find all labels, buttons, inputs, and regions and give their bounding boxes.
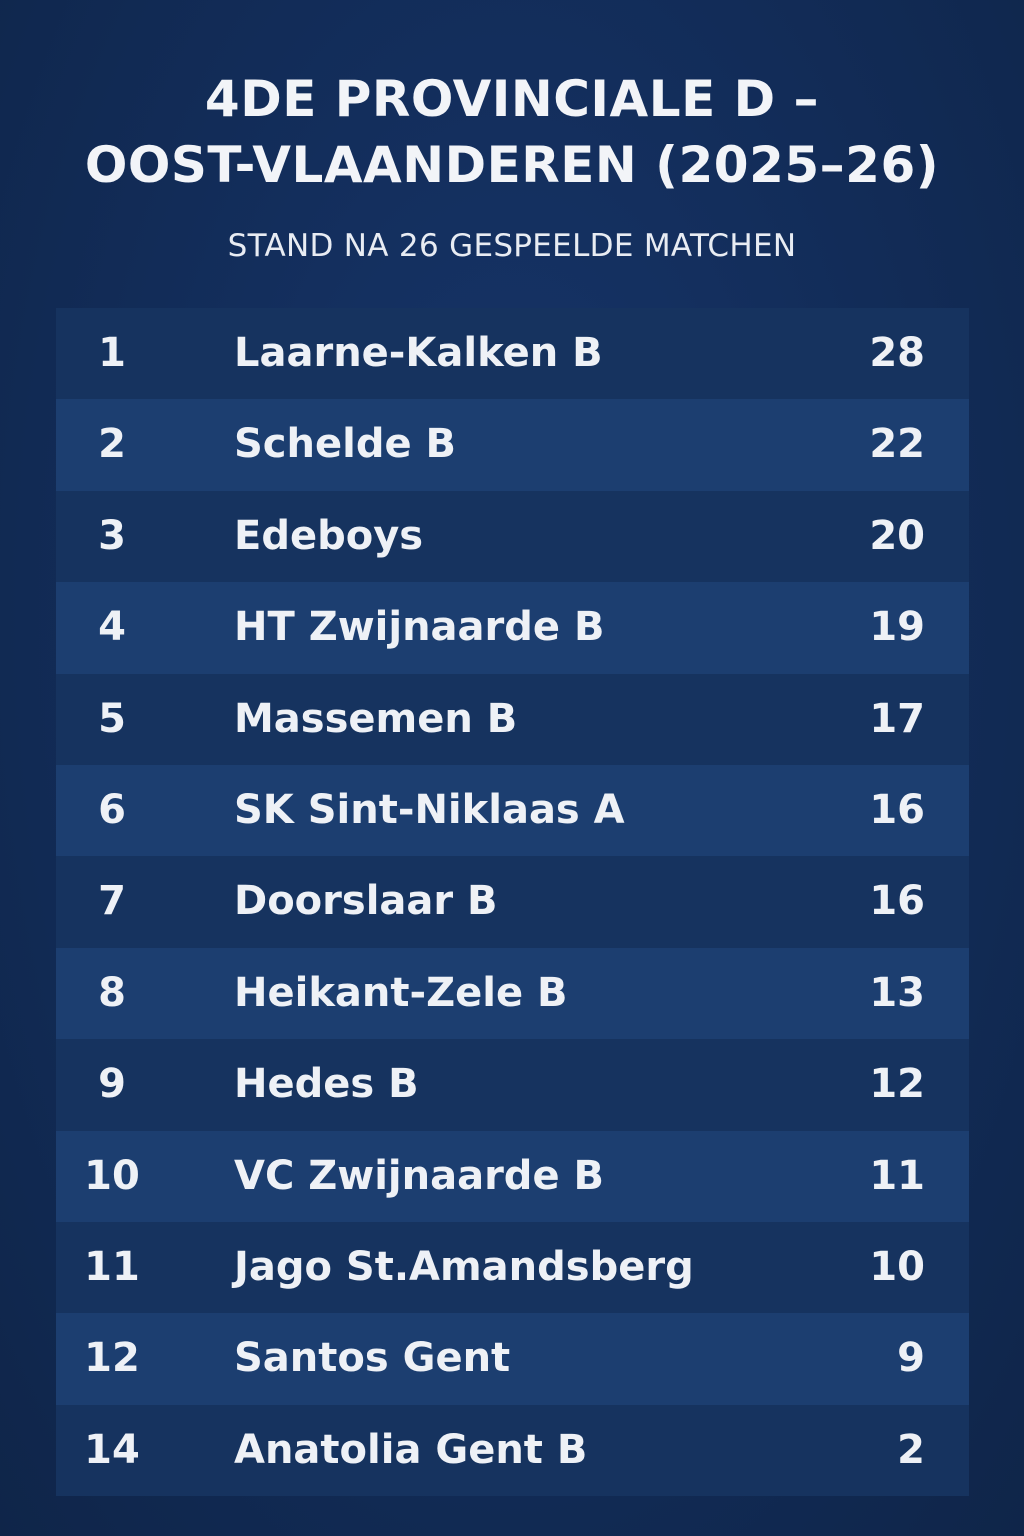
team-cell: Massemen B bbox=[234, 695, 518, 742]
table-row: 11 Jago St.Amandsberg 10 bbox=[56, 1221, 969, 1314]
table-row: 1 Laarne-Kalken B 28 bbox=[56, 308, 969, 400]
team-cell: Jago St.Amandsberg bbox=[234, 1243, 694, 1290]
standings-table: 1 Laarne-Kalken B 28 2 Schelde B 22 3 Ed… bbox=[56, 308, 969, 1497]
rank-cell: 5 bbox=[98, 695, 126, 742]
team-cell: VC Zwijnaarde B bbox=[234, 1152, 604, 1199]
rank-cell: 11 bbox=[84, 1243, 140, 1290]
team-cell: Schelde B bbox=[234, 421, 457, 468]
points-cell: 28 bbox=[869, 330, 925, 376]
table-row: 14 Anatolia Gent B 2 bbox=[56, 1404, 969, 1497]
rank-cell: 4 bbox=[98, 604, 126, 651]
table-row: 5 Massemen B 17 bbox=[56, 673, 969, 765]
points-cell: 13 bbox=[869, 969, 925, 1016]
team-cell: Hedes B bbox=[234, 1061, 419, 1108]
rank-cell: 2 bbox=[98, 421, 126, 468]
team-cell: Anatolia Gent B bbox=[234, 1426, 588, 1473]
rank-cell: 8 bbox=[98, 969, 126, 1016]
team-cell: Heikant-Zele B bbox=[234, 969, 568, 1016]
page-subtitle: STAND NA 26 GESPEELDE MATCHEN bbox=[227, 228, 797, 264]
rank-cell: 14 bbox=[84, 1426, 140, 1473]
table-row: 12 Santos Gent 9 bbox=[56, 1313, 969, 1405]
rank-cell: 12 bbox=[84, 1335, 140, 1382]
rank-cell: 1 bbox=[98, 330, 126, 376]
points-cell: 12 bbox=[869, 1061, 925, 1108]
points-cell: 16 bbox=[869, 878, 925, 925]
team-cell: Doorslaar B bbox=[234, 878, 498, 925]
rank-cell: 6 bbox=[98, 786, 126, 833]
page-title-line-1: 4DE PROVINCIALE D – bbox=[204, 70, 820, 128]
team-cell: Santos Gent bbox=[234, 1335, 511, 1382]
points-cell: 11 bbox=[869, 1152, 925, 1199]
points-cell: 16 bbox=[869, 786, 925, 833]
rank-cell: 10 bbox=[84, 1152, 140, 1199]
points-cell: 10 bbox=[869, 1243, 925, 1290]
team-cell: Laarne-Kalken B bbox=[234, 330, 603, 376]
page-header: 4DE PROVINCIALE D – OOST-VLAANDEREN (202… bbox=[0, 66, 1024, 198]
points-cell: 17 bbox=[869, 695, 925, 742]
team-cell: SK Sint-Niklaas A bbox=[234, 786, 625, 833]
points-cell: 9 bbox=[897, 1335, 925, 1382]
page-title-line-2: OOST-VLAANDEREN (2025–26) bbox=[84, 136, 940, 194]
table-row: 2 Schelde B 22 bbox=[56, 399, 969, 491]
points-cell: 22 bbox=[869, 421, 925, 468]
table-row: 7 Doorslaar B 16 bbox=[56, 856, 969, 948]
points-cell: 20 bbox=[869, 512, 925, 559]
team-cell: HT Zwijnaarde B bbox=[234, 604, 605, 651]
rank-cell: 3 bbox=[98, 512, 126, 559]
table-row: 3 Edeboys 20 bbox=[56, 490, 969, 583]
table-row: 8 Heikant-Zele B 13 bbox=[56, 947, 969, 1040]
table-row: 4 HT Zwijnaarde B 19 bbox=[56, 582, 969, 674]
rank-cell: 7 bbox=[98, 878, 126, 925]
points-cell: 2 bbox=[897, 1426, 925, 1473]
points-cell: 19 bbox=[869, 604, 925, 651]
rank-cell: 9 bbox=[98, 1061, 126, 1108]
table-row: 10 VC Zwijnaarde B 11 bbox=[56, 1130, 969, 1222]
table-row: 6 SK Sint-Niklaas A 16 bbox=[56, 764, 969, 857]
table-row: 9 Hedes B 12 bbox=[56, 1039, 969, 1131]
team-cell: Edeboys bbox=[234, 512, 424, 559]
